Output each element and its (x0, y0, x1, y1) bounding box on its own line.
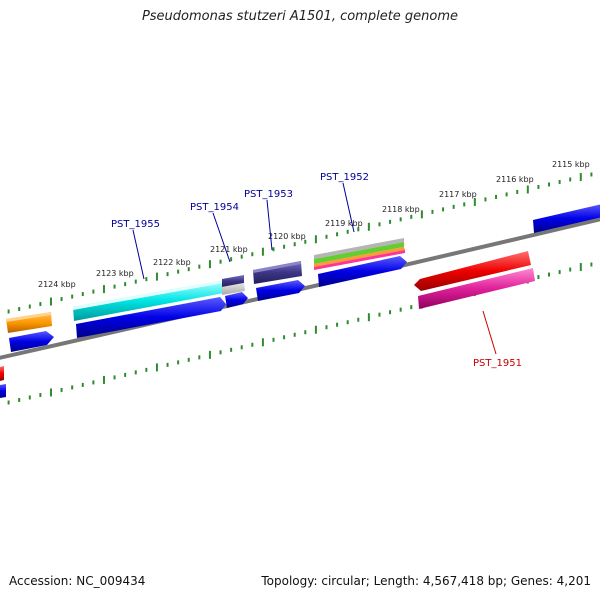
scale-label-2123: 2123 kbp (96, 269, 134, 278)
label-leaders (132, 182, 497, 355)
gene-label-pst1951[interactable]: PST_1951 (473, 358, 522, 369)
scale-label-2121: 2121 kbp (210, 245, 248, 254)
forward-features (6, 204, 600, 333)
leader-pst1952 (342, 182, 355, 233)
reverse-features (0, 251, 535, 398)
feature-red-left-edge[interactable] (0, 366, 4, 381)
feature-orange-left-top (6, 312, 51, 322)
feature-pst1952-green[interactable] (314, 242, 404, 264)
feature-pst1953-cds-top (253, 261, 301, 273)
gene-arrow-pst1954[interactable] (225, 292, 248, 308)
gene-label-pst1955[interactable]: PST_1955 (111, 219, 160, 230)
leader-pst1951 (482, 310, 497, 355)
gene-arrow-pst1955[interactable] (76, 297, 226, 338)
feature-pst1952-pink (314, 250, 405, 270)
scale-label-2118: 2118 kbp (382, 205, 420, 214)
leader-pst1953 (266, 199, 273, 251)
scale-label-2117: 2117 kbp (439, 190, 477, 199)
gene-label-pst1952[interactable]: PST_1952 (320, 172, 369, 183)
feature-pst1953-cds[interactable] (253, 261, 302, 284)
gene-arrow-pst1952[interactable] (318, 256, 407, 287)
feature-blue-left-edge[interactable] (0, 384, 6, 398)
feature-pst1955-cds-top (73, 280, 224, 310)
gene-label-pst1954[interactable]: PST_1954 (190, 202, 239, 213)
gene-labels: PST_1955 PST_1954 PST_1953 PST_1952 PST_… (111, 172, 522, 369)
forward-genes (9, 256, 407, 352)
accession-text: Accession: NC_009434 (9, 574, 146, 588)
feature-pst1952-orange (314, 247, 405, 267)
genome-summary-text: Topology: circular; Length: 4,567,418 bp… (261, 574, 591, 588)
feature-pst1954-grey (222, 283, 245, 295)
feature-pst1951-cds[interactable] (418, 268, 535, 309)
gene-arrow-pst1953[interactable] (256, 280, 305, 301)
scale-label-2124: 2124 kbp (38, 280, 76, 289)
upper-scale-ticks (7, 172, 593, 314)
scale-label-2120: 2120 kbp (268, 232, 306, 241)
scale-label-2119: 2119 kbp (325, 219, 363, 228)
scale-label-2116: 2116 kbp (496, 175, 534, 184)
leader-pst1955 (132, 229, 145, 280)
scale-label-2115: 2115 kbp (552, 160, 590, 169)
scale-labels: 2115 kbp 2116 kbp 2117 kbp 2118 kbp 2119… (38, 160, 590, 289)
feature-pst1952-grey (314, 238, 404, 259)
map-title: Pseudomonas stutzeri A1501, complete gen… (141, 9, 459, 24)
scale-label-2122: 2122 kbp (153, 258, 191, 267)
leader-pst1954 (212, 212, 231, 263)
feature-pst1955-cds[interactable] (73, 280, 224, 321)
gene-arrow-pst1951[interactable] (414, 251, 531, 291)
gene-label-pst1953[interactable]: PST_1953 (244, 189, 293, 200)
feature-blue-upper-right[interactable] (533, 204, 600, 233)
gene-arrow-left[interactable] (9, 331, 54, 352)
